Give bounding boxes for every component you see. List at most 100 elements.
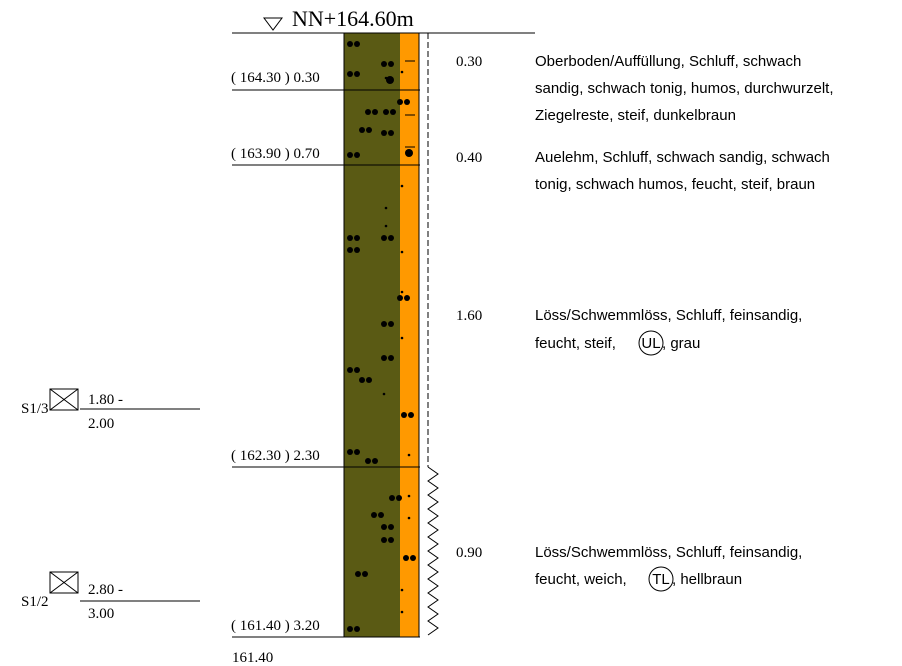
silt-symbol [362, 571, 368, 577]
sample-range-top: 1.80 - [88, 392, 123, 408]
soil-symbols [347, 41, 416, 632]
sample-id: S1/2 [21, 594, 49, 610]
silt-symbol [388, 235, 394, 241]
silt-symbol [397, 295, 403, 301]
silt-symbol [388, 537, 394, 543]
silt-symbol [354, 41, 360, 47]
silt-symbol [397, 99, 403, 105]
silt-symbol [390, 109, 396, 115]
silt-symbol [366, 127, 372, 133]
description-line: Auelehm, Schluff, schwach sandig, schwac… [535, 149, 830, 166]
description-line: tonig, schwach humos, feucht, steif, bra… [535, 176, 815, 193]
sample-id: S1/3 [21, 401, 49, 417]
silt-symbol [354, 71, 360, 77]
sand-symbol [384, 224, 388, 228]
sample-box-icon [49, 388, 79, 411]
silt-symbol [396, 495, 402, 501]
sand-symbol [407, 494, 411, 498]
soil-group-label: TL [652, 571, 670, 588]
silt-symbol [381, 537, 387, 543]
silt-symbol [347, 41, 353, 47]
sand-symbol [400, 588, 404, 592]
silt-symbol [388, 524, 394, 530]
silt-symbol [401, 412, 407, 418]
silt-symbol [359, 127, 365, 133]
silt-symbol [371, 512, 377, 518]
sample-box-icon [49, 571, 79, 594]
sand-symbol [400, 70, 404, 74]
sample-range-bottom: 2.00 [88, 416, 114, 432]
description-1: Oberboden/Auffüllung, Schluff, schwach s… [535, 53, 833, 124]
thickness-label-3: 1.60 [456, 308, 482, 324]
sample-1: S1/3 1.80 - 2.00 [21, 388, 200, 432]
silt-symbol [347, 367, 353, 373]
silt-symbol [347, 626, 353, 632]
description-line: feucht, weich, [535, 571, 627, 588]
description-4: Löss/Schwemmlöss, Schluff, feinsandig, f… [535, 544, 802, 592]
soil-column-main [344, 33, 400, 637]
soil-group-circle [648, 566, 674, 592]
sample-box-cross [49, 571, 79, 594]
casing-zigzag [427, 466, 439, 636]
silt-symbol [381, 235, 387, 241]
silt-symbol [359, 377, 365, 383]
silt-symbol [389, 495, 395, 501]
description-line: sandig, schwach tonig, humos, durchwurze… [535, 80, 833, 97]
silt-symbol [404, 295, 410, 301]
description-line: Löss/Schwemmlöss, Schluff, feinsandig, [535, 307, 802, 324]
thickness-label-1: 0.30 [456, 54, 482, 70]
silt-symbol [381, 321, 387, 327]
silt-symbol [381, 130, 387, 136]
silt-symbol [403, 555, 409, 561]
description-line: feucht, steif, [535, 335, 616, 352]
description-line: Oberboden/Auffüllung, Schluff, schwach [535, 53, 801, 70]
silt-symbol [347, 449, 353, 455]
sand-symbol [400, 336, 404, 340]
sample-2: S1/2 2.80 - 3.00 [21, 571, 200, 622]
silt-symbol [381, 524, 387, 530]
silt-symbol [354, 626, 360, 632]
description-line: Ziegelreste, steif, dunkelbraun [535, 107, 736, 124]
soil-column-side [400, 33, 419, 637]
silt-symbol [378, 512, 384, 518]
thickness-label-2: 0.40 [456, 150, 482, 166]
silt-symbol [404, 99, 410, 105]
sample-range-top: 2.80 - [88, 582, 123, 598]
depth-label-4: ( 161.40 ) 3.20 [231, 618, 320, 634]
silt-symbol [365, 458, 371, 464]
bottom-label: 161.40 [232, 650, 273, 666]
sand-symbol [386, 76, 394, 84]
description-3: Löss/Schwemmlöss, Schluff, feinsandig, f… [535, 307, 802, 356]
silt-symbol [347, 235, 353, 241]
sample-box-cross [49, 388, 79, 411]
silt-symbol [347, 152, 353, 158]
silt-symbol [388, 355, 394, 361]
sand-symbol [407, 516, 411, 520]
silt-symbol [366, 377, 372, 383]
sand-symbol [384, 206, 388, 210]
silt-symbol [381, 61, 387, 67]
soil-group-label: UL [641, 335, 660, 352]
silt-symbol [372, 109, 378, 115]
silt-symbol [388, 321, 394, 327]
silt-symbol [354, 367, 360, 373]
silt-symbol [347, 71, 353, 77]
silt-symbol [354, 449, 360, 455]
silt-symbol [347, 247, 353, 253]
sand-symbol [407, 453, 411, 457]
silt-symbol [354, 152, 360, 158]
sand-symbol [400, 290, 404, 294]
sand-symbol [400, 610, 404, 614]
description-tail: , grau [662, 335, 700, 352]
soil-group-circle [638, 330, 664, 356]
level-label: NN+164.60m [292, 6, 414, 31]
sand-symbol [400, 184, 404, 188]
depth-label-1: ( 164.30 ) 0.30 [231, 70, 320, 86]
sand-symbol [405, 149, 413, 157]
description-2: Auelehm, Schluff, schwach sandig, schwac… [535, 149, 830, 193]
depth-label-3: ( 162.30 ) 2.30 [231, 448, 320, 464]
thickness-label-4: 0.90 [456, 545, 482, 561]
silt-symbol [388, 61, 394, 67]
silt-symbol [354, 235, 360, 241]
